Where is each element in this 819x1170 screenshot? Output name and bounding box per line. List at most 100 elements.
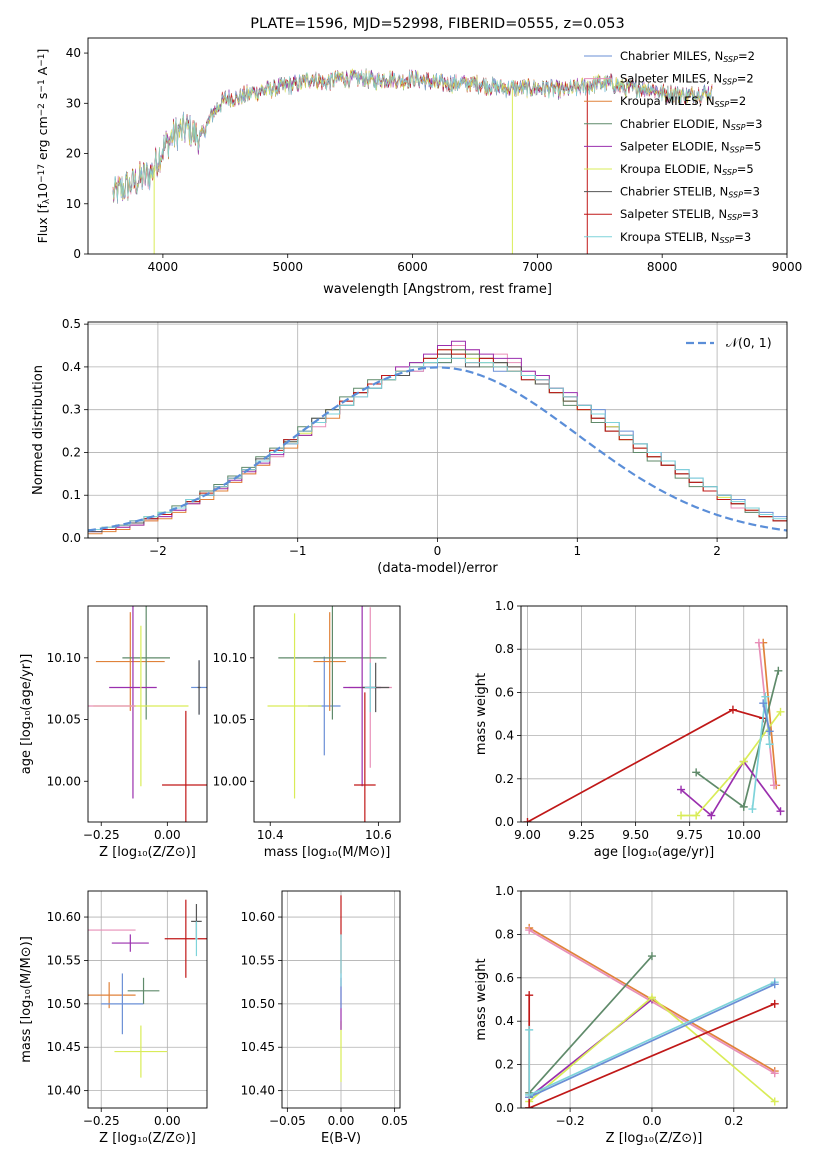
x-tick-label: 0.00 bbox=[328, 1114, 355, 1128]
weight-marker bbox=[761, 692, 770, 701]
legend-label: Kroupa ELODIE, NSSP=5 bbox=[620, 162, 754, 177]
y-tick-label: 10 bbox=[66, 197, 81, 211]
weight-marker bbox=[765, 740, 774, 749]
weight-line bbox=[681, 711, 782, 817]
y-tick-label: 0.4 bbox=[62, 360, 81, 374]
weight-lines bbox=[523, 638, 785, 822]
x-tick-label: 10.00 bbox=[727, 828, 761, 842]
legend-label: 𝒩(0, 1) bbox=[726, 335, 772, 350]
x-tick-label: 0 bbox=[434, 544, 442, 558]
y-tick-label: 10.55 bbox=[47, 953, 81, 967]
y-tick-label: 10.40 bbox=[47, 1084, 81, 1098]
legend-label: Salpeter MILES, NSSP=2 bbox=[620, 72, 754, 87]
y-tick-label: 30 bbox=[66, 96, 81, 110]
y-axis-label: mass [log₁₀(M/M⊙)] bbox=[19, 936, 34, 1063]
x-axis-label: mass [log₁₀(M/M⊙)] bbox=[264, 845, 391, 860]
weight-line bbox=[528, 955, 653, 1094]
weight-marker bbox=[776, 707, 785, 716]
weight-line bbox=[528, 1003, 776, 1108]
x-axis-label: Z [log₁₀(Z/Z⊙)] bbox=[99, 1131, 196, 1146]
y-tick-label: 0.6 bbox=[495, 971, 514, 985]
y-tick-label: 10.60 bbox=[47, 910, 81, 924]
y-tick-label: 10.45 bbox=[47, 1040, 81, 1054]
y-tick-label: 0.6 bbox=[495, 685, 514, 699]
x-tick-label: 9.75 bbox=[676, 828, 703, 842]
weight-line bbox=[527, 708, 764, 822]
y-tick-label: 0.0 bbox=[62, 531, 81, 545]
x-tick-label: 5000 bbox=[272, 260, 303, 274]
legend: Chabrier MILES, NSSP=2 Salpeter MILES, NS… bbox=[584, 49, 762, 245]
x-tick-label: 9000 bbox=[772, 260, 803, 274]
x-tick-label: 2 bbox=[713, 544, 721, 558]
y-tick-label: 10.10 bbox=[213, 651, 247, 665]
x-tick-label: 10.6 bbox=[365, 828, 392, 842]
y-tick-label: 0.5 bbox=[62, 317, 81, 331]
error-bars bbox=[88, 606, 207, 822]
spectrum-panel: 4000 5000 6000 7000 8000 9000 0 10 20 30 40 PLATE=1… bbox=[35, 16, 802, 297]
weight-lines bbox=[525, 923, 779, 1108]
weight-line bbox=[762, 642, 778, 786]
x-axis-label: Z [log₁₀(Z/Z⊙)] bbox=[606, 1131, 703, 1146]
weight-marker bbox=[647, 952, 656, 961]
legend-label: Chabrier ELODIE, NSSP=3 bbox=[620, 117, 762, 132]
y-tick-label: 10.50 bbox=[241, 997, 275, 1011]
legend-label: Salpeter STELIB, NSSP=3 bbox=[620, 207, 759, 222]
y-tick-label: 10.60 bbox=[241, 910, 275, 924]
x-tick-label: 9.50 bbox=[622, 828, 649, 842]
weight-marker bbox=[707, 811, 716, 820]
weight-line bbox=[695, 670, 780, 809]
spectrum-series bbox=[112, 68, 713, 201]
weight-vs-age-panel: 9.00 9.25 9.50 9.75 10.00 0.0 0.2 0.4 0.6 0.8 1.0 a… bbox=[474, 599, 788, 860]
weight-marker bbox=[692, 768, 701, 777]
weight-marker bbox=[770, 1097, 779, 1106]
y-axis-label: Flux [fλ10−17 erg cm−2 s−1 A−1] bbox=[35, 49, 52, 244]
weight-line bbox=[762, 703, 771, 732]
spectrum-series bbox=[112, 69, 713, 204]
x-tick-label: −0.05 bbox=[269, 1114, 306, 1128]
weight-marker bbox=[739, 802, 748, 811]
mass-vs-ebv-panel: −0.05 0.00 0.05 10.40 10.45 10.50 10.55 10.60 E(… bbox=[241, 890, 408, 1146]
spectrum-series bbox=[112, 70, 713, 204]
y-tick-label: 0.1 bbox=[62, 488, 81, 502]
weight-line bbox=[680, 759, 782, 817]
weight-marker bbox=[765, 727, 774, 736]
weight-marker bbox=[754, 638, 763, 647]
y-tick-label: 0.2 bbox=[495, 1058, 514, 1072]
weight-marker bbox=[523, 818, 532, 822]
weight-line bbox=[528, 981, 776, 1096]
y-tick-label: 0.4 bbox=[495, 729, 514, 743]
weight-marker bbox=[728, 705, 737, 714]
weight-marker bbox=[774, 666, 783, 675]
axes-frame bbox=[87, 605, 208, 823]
residuals-panel: −2 −1 0 1 2 0.0 0.1 0.2 0.3 0.4 0.5 (data-model)/er… bbox=[31, 317, 788, 576]
legend-label: Salpeter ELODIE, NSSP=5 bbox=[620, 139, 761, 154]
x-tick-label: 7000 bbox=[522, 260, 553, 274]
x-tick-label: 9.00 bbox=[514, 828, 541, 842]
x-tick-label: 0.00 bbox=[154, 1114, 181, 1128]
y-tick-label: 10.00 bbox=[213, 774, 247, 788]
weight-marker bbox=[525, 1025, 534, 1034]
chart-title: PLATE=1596, MJD=52998, FIBERID=0555, z=0… bbox=[250, 16, 624, 32]
y-tick-label: 0.8 bbox=[495, 642, 514, 656]
y-tick-label: 0.8 bbox=[495, 927, 514, 941]
x-axis-label: Z [log₁₀(Z/Z⊙)] bbox=[99, 845, 196, 860]
x-tick-label: 8000 bbox=[647, 260, 678, 274]
y-tick-label: 1.0 bbox=[495, 599, 514, 613]
histogram-series bbox=[88, 357, 787, 538]
weight-marker bbox=[525, 926, 534, 935]
x-tick-label: −0.25 bbox=[83, 828, 120, 842]
axes-frame bbox=[520, 605, 788, 823]
weight-marker bbox=[677, 811, 686, 820]
y-tick-label: 10.10 bbox=[47, 651, 81, 665]
weight-marker bbox=[770, 980, 779, 989]
spectrum-series bbox=[112, 68, 713, 200]
y-axis-label: age [log₁₀(age/yr)] bbox=[19, 654, 34, 775]
y-tick-label: 20 bbox=[66, 147, 81, 161]
y-tick-label: 10.50 bbox=[47, 997, 81, 1011]
spectrum-series bbox=[112, 69, 713, 202]
weight-vs-z-panel: −0.2 0.0 0.2 0.0 0.2 0.4 0.6 0.8 1.0 Z [log₁₀(Z/Z… bbox=[474, 884, 788, 1146]
axes-frame bbox=[520, 890, 788, 1109]
y-tick-label: 10.05 bbox=[213, 713, 247, 727]
weight-marker bbox=[776, 807, 785, 816]
age-vs-z-panel: −0.25 0.00 10.00 10.05 10.10 Z [log₁₀(Z/Z⊙)] a… bbox=[19, 605, 208, 860]
